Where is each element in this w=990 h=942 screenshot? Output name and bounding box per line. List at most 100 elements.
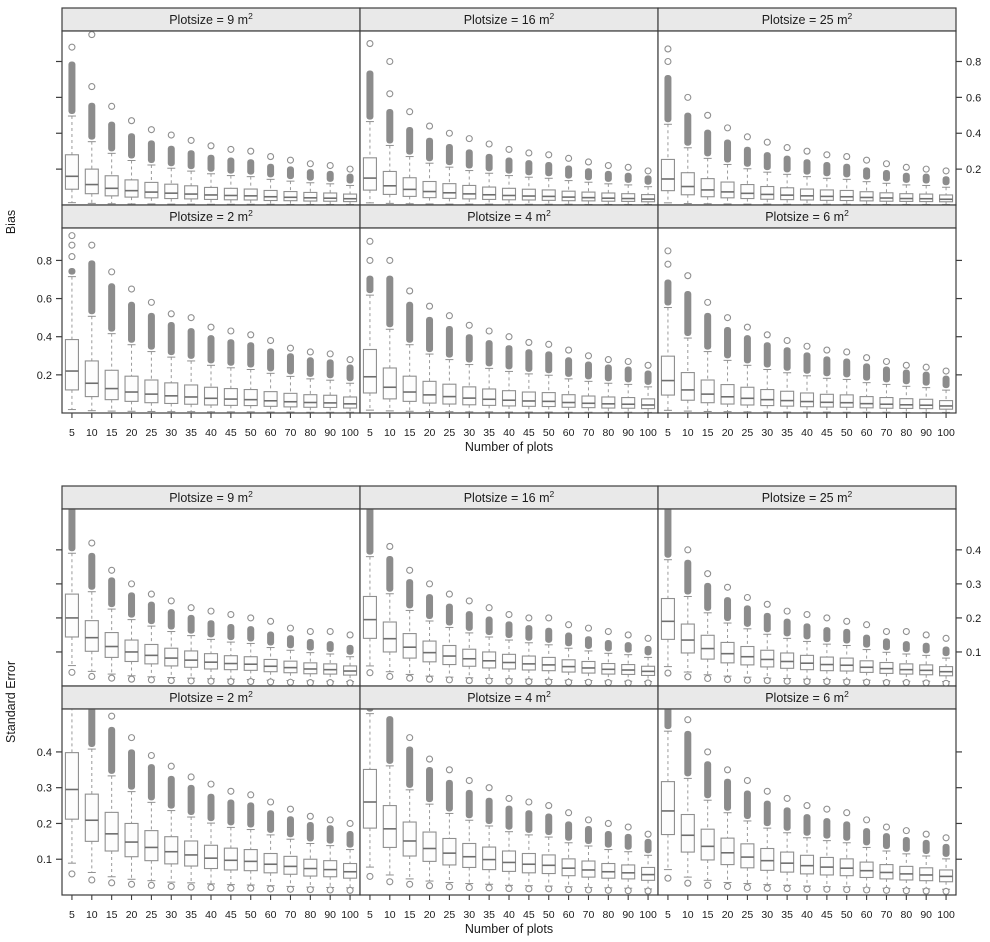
boxplot-box — [501, 850, 517, 872]
outlier-stack — [922, 839, 930, 855]
outlier-circle — [565, 346, 573, 354]
facet-strip-label: Plotsize = 25 m2 — [762, 489, 853, 505]
outlier-stack — [783, 807, 791, 831]
y-tick-label: 0.4 — [37, 332, 52, 344]
outlier-stack — [247, 802, 255, 828]
x-tick-label: 40 — [503, 909, 515, 921]
outlier-circle — [684, 716, 692, 724]
boxplot-box — [899, 398, 914, 409]
outlier-circle — [505, 677, 513, 685]
boxplot-box — [402, 633, 417, 659]
outlier-circle — [863, 816, 871, 824]
y-axis-title: Standard Error — [4, 661, 18, 743]
boxplot-box — [482, 388, 497, 406]
outlier-circle — [902, 679, 910, 686]
y-tick-label: 0.2 — [966, 164, 981, 176]
outlier-circle — [664, 874, 672, 882]
outlier-circle — [803, 610, 811, 619]
outlier-stack — [803, 814, 811, 836]
outlier-circle — [604, 627, 612, 636]
x-tick-label: 10 — [384, 909, 396, 921]
outlier-stack — [624, 366, 632, 383]
boxplot-box — [223, 847, 238, 871]
boxplot-box — [422, 831, 437, 862]
outlier-circle — [406, 734, 414, 742]
outlier-stack — [267, 163, 275, 178]
outlier-stack — [763, 152, 771, 171]
outlier-circle — [306, 886, 314, 894]
x-tick-label: 40 — [801, 427, 813, 439]
outlier-stack — [326, 641, 334, 653]
outlier-circle — [843, 886, 851, 894]
outlier-circle — [425, 302, 434, 310]
outlier-stack — [128, 301, 136, 343]
outlier-stack — [147, 764, 155, 801]
x-tick-label: 45 — [821, 909, 833, 921]
x-tick-label: 5 — [665, 427, 671, 439]
outlier-circle — [863, 156, 871, 164]
outlier-circle — [346, 165, 354, 173]
outlier-stack — [386, 275, 394, 328]
outlier-circle — [88, 539, 96, 547]
boxplot-box — [442, 183, 457, 199]
outlier-stack — [644, 370, 652, 385]
outlier-stack — [346, 173, 354, 184]
outlier-stack — [267, 810, 275, 833]
outlier-circle — [902, 887, 910, 895]
outlier-stack — [584, 168, 592, 181]
outlier-stack — [167, 775, 175, 809]
outlier-circle — [187, 136, 195, 144]
outlier-stack — [426, 594, 434, 619]
outlier-circle — [445, 129, 453, 137]
outlier-circle — [783, 677, 791, 685]
outlier-circle — [604, 161, 612, 170]
outlier-circle — [882, 160, 891, 168]
outlier-circle — [88, 876, 96, 884]
outlier-circle — [167, 310, 175, 318]
outlier-circle — [227, 145, 235, 153]
outlier-circle — [604, 886, 612, 894]
x-tick-label: 5 — [367, 909, 373, 921]
boxplot-group — [64, 31, 358, 205]
x-tick-label: 15 — [404, 427, 416, 439]
outlier-circle — [286, 344, 295, 352]
outlier-circle — [227, 678, 235, 686]
boxplot-box — [104, 811, 119, 852]
outlier-circle — [942, 679, 950, 686]
outlier-circle — [863, 621, 871, 629]
x-tick-label: 40 — [205, 909, 217, 921]
x-tick-label: 45 — [225, 427, 237, 439]
x-tick-label: 30 — [165, 427, 177, 439]
outlier-stack — [426, 137, 434, 162]
boxplot-box — [501, 653, 517, 670]
outlier-circle — [743, 883, 751, 892]
outlier-circle — [167, 131, 175, 139]
outlier-circle — [326, 886, 334, 894]
outlier-stack — [465, 611, 473, 631]
outlier-circle — [704, 748, 712, 756]
x-tick-label: 70 — [881, 909, 893, 921]
outlier-stack — [843, 821, 851, 841]
boxplot-box — [641, 194, 656, 203]
boxplot-box — [343, 862, 358, 879]
boxplot-group — [362, 237, 656, 413]
boxplot-box — [164, 382, 179, 405]
boxplot-box — [641, 398, 656, 410]
boxplot-box — [660, 781, 675, 836]
boxplot-box — [362, 595, 377, 639]
x-axis-title: Number of plots — [465, 922, 553, 936]
outlier-circle — [247, 884, 255, 892]
outlier-circle — [247, 678, 255, 686]
boxplot-box — [64, 339, 79, 391]
outlier-stack — [227, 339, 235, 366]
boxplot-box — [720, 181, 735, 199]
outlier-stack — [604, 364, 612, 382]
facet-strip-label: Plotsize = 4 m2 — [467, 689, 551, 705]
boxplot-box — [382, 621, 397, 653]
outlier-circle — [445, 676, 453, 684]
boxplot-box — [144, 830, 159, 862]
x-tick-label: 45 — [523, 427, 535, 439]
x-tick-label: 80 — [602, 909, 614, 921]
boxplot-box — [402, 177, 417, 197]
